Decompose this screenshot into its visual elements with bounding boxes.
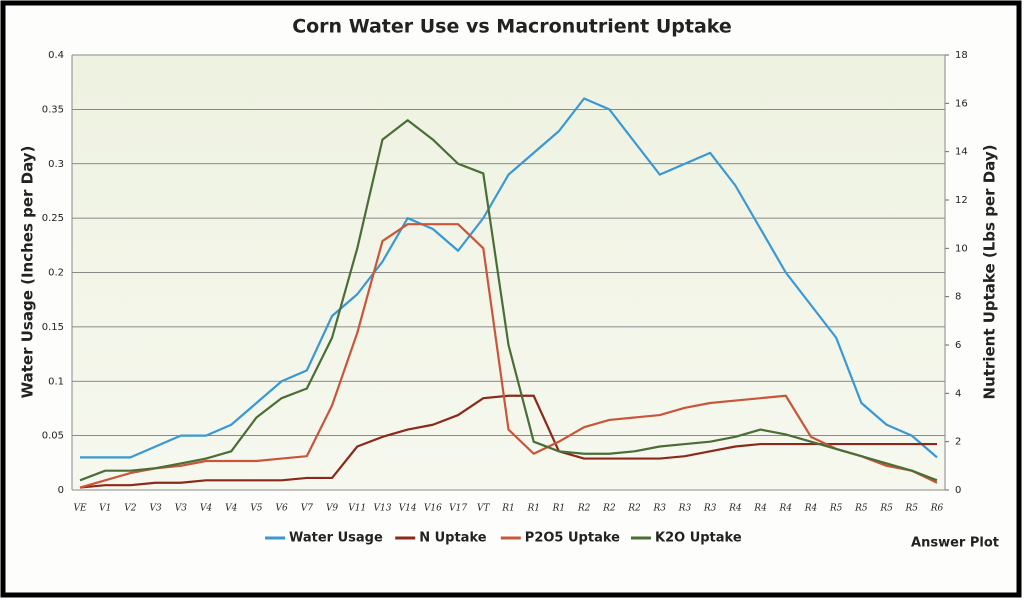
y-tick-label: 0.2 xyxy=(48,268,64,279)
x-tick-label: V3 xyxy=(150,504,162,514)
y2-tick-label: 2 xyxy=(955,437,961,448)
x-tick-label: R3 xyxy=(652,504,666,514)
x-tick-label: V6 xyxy=(276,504,288,514)
legend-label: N Uptake xyxy=(419,531,487,546)
x-tick-label: V3 xyxy=(175,504,187,514)
series-line xyxy=(80,97,938,459)
x-tick-label: R1 xyxy=(501,504,515,514)
x-tick-label: V1 xyxy=(99,504,111,514)
x-tick-label: R4 xyxy=(753,504,767,514)
x-tick-label: R4 xyxy=(804,504,818,514)
y2-tick-label: 0 xyxy=(955,485,961,496)
y2-axis-title: Nutrient Uptake (Lbs per Day) xyxy=(981,145,999,400)
x-tick-label: V16 xyxy=(424,504,442,514)
x-tick-label: R2 xyxy=(577,504,591,514)
y2-tick-label: 6 xyxy=(955,340,961,351)
x-tick-label: R5 xyxy=(905,504,919,514)
y2-tick-label: 14 xyxy=(955,147,968,158)
y2-tick-label: 8 xyxy=(955,292,961,303)
x-tick-label: V9 xyxy=(326,504,338,514)
x-tick-label: R1 xyxy=(526,504,540,514)
x-tick-label: R3 xyxy=(678,504,692,514)
x-tick-label: VT xyxy=(477,504,490,514)
brand: Answer Plot xyxy=(911,536,999,551)
y-tick-label: 0.4 xyxy=(48,50,64,61)
x-tick-label: R6 xyxy=(930,504,944,514)
x-tick-label: R1 xyxy=(552,504,566,514)
x-tick-label: R5 xyxy=(829,504,843,514)
x-tick-label: R3 xyxy=(703,504,717,514)
x-tick-label: R4 xyxy=(779,504,793,514)
x-tick-label: V14 xyxy=(399,504,417,514)
y-tick-label: 0.15 xyxy=(42,322,64,333)
y2-tick-label: 16 xyxy=(955,98,968,109)
y-tick-label: 0.35 xyxy=(42,104,64,115)
x-tick-label: R2 xyxy=(627,504,641,514)
series-line xyxy=(79,223,938,489)
x-tick-label: R5 xyxy=(879,504,893,514)
y2-tick-label: 4 xyxy=(955,388,961,399)
x-tick-label: V5 xyxy=(250,504,262,514)
legend-label: K2O Uptake xyxy=(655,531,742,546)
x-tick-label: R5 xyxy=(854,504,868,514)
y-tick-label: 0.05 xyxy=(42,431,64,442)
x-tick-label: V7 xyxy=(301,504,313,514)
series-line xyxy=(79,119,938,482)
y2-tick-label: 10 xyxy=(955,243,968,254)
y2-tick-label: 18 xyxy=(955,50,968,61)
y-tick-label: 0 xyxy=(58,485,64,496)
x-tick-label: V17 xyxy=(449,504,467,514)
chart-title: Corn Water Use vs Macronutrient Uptake xyxy=(292,16,732,38)
x-tick-label: V11 xyxy=(348,504,366,514)
x-tick-label: V2 xyxy=(124,504,136,514)
x-tick-label: V4 xyxy=(200,504,212,514)
legend-label: P2O5 Uptake xyxy=(525,531,620,546)
y-tick-label: 0.25 xyxy=(42,213,64,224)
series-line xyxy=(79,394,937,489)
y-tick-label: 0.3 xyxy=(48,159,64,170)
y-tick-label: 0.1 xyxy=(48,376,64,387)
x-tick-label: V4 xyxy=(225,504,237,514)
x-tick-label: R4 xyxy=(728,504,742,514)
legend-label: Water Usage xyxy=(289,531,383,546)
x-tick-label: R2 xyxy=(602,504,616,514)
y-axis-title: Water Usage (Inches per Day) xyxy=(19,146,37,399)
x-tick-label: V13 xyxy=(373,504,391,514)
y2-tick-label: 12 xyxy=(955,195,968,206)
x-tick-label: VE xyxy=(73,504,86,514)
